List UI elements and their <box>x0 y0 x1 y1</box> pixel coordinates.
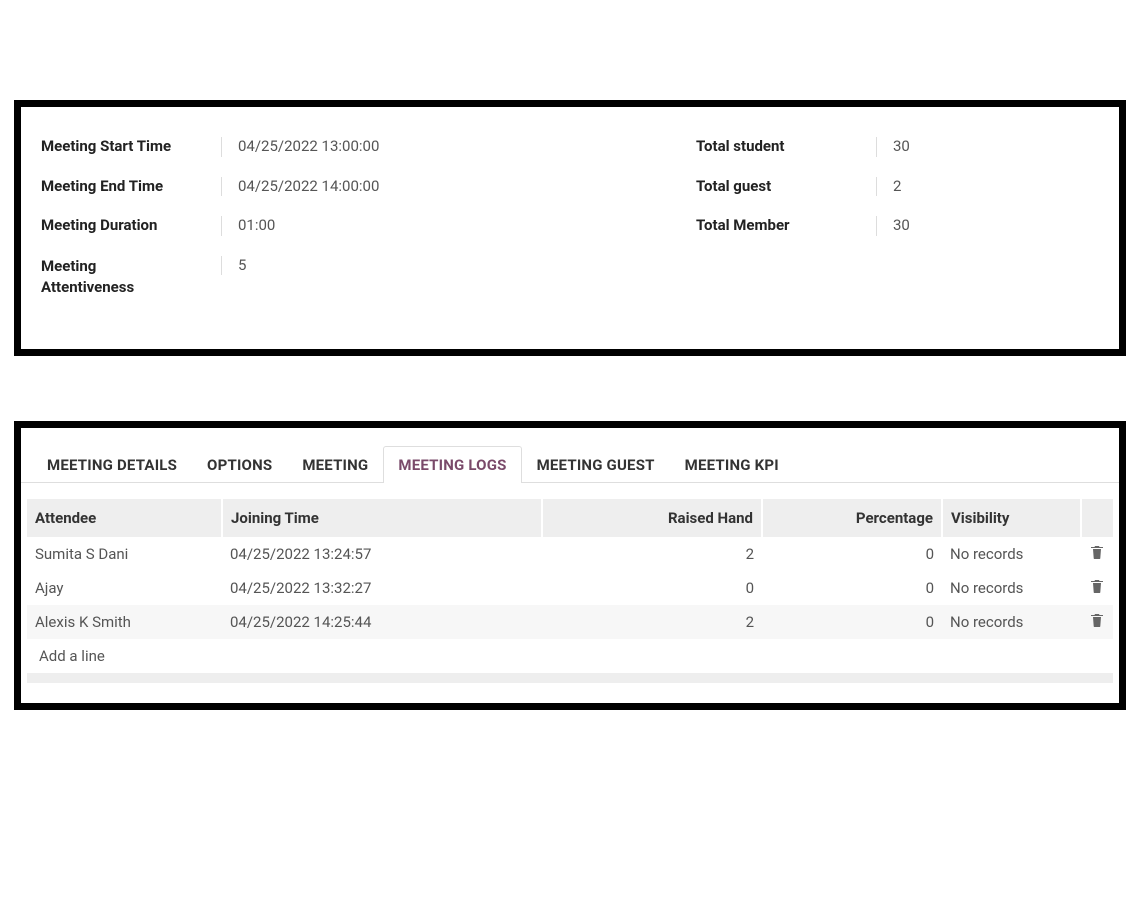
cell-attendee: Alexis K Smith <box>27 605 222 639</box>
trash-icon[interactable] <box>1090 544 1104 560</box>
summary-left-column: Meeting Start Time 04/25/2022 13:00:00 M… <box>41 137 696 299</box>
col-joining-time-header[interactable]: Joining Time <box>222 499 542 537</box>
cell-visibility: No records <box>942 537 1081 571</box>
meeting-start-time-row: Meeting Start Time 04/25/2022 13:00:00 <box>41 137 696 157</box>
meeting-end-time-row: Meeting End Time 04/25/2022 14:00:00 <box>41 177 696 197</box>
table-footer-strip <box>27 673 1113 683</box>
table-row[interactable]: Alexis K Smith 04/25/2022 14:25:44 2 0 N… <box>27 605 1113 639</box>
cell-percentage: 0 <box>762 571 942 605</box>
tab-meeting-guest[interactable]: MEETING GUEST <box>522 446 670 483</box>
cell-visibility: No records <box>942 605 1081 639</box>
summary-right-column: Total student 30 Total guest 2 Total Mem… <box>696 137 1099 299</box>
cell-raised-hand: 2 <box>542 605 762 639</box>
meeting-summary-panel: Meeting Start Time 04/25/2022 13:00:00 M… <box>14 100 1126 356</box>
tab-meeting-details[interactable]: MEETING DETAILS <box>32 446 192 483</box>
meeting-start-time-label: Meeting Start Time <box>41 137 221 155</box>
total-guest-value: 2 <box>876 177 1099 197</box>
meeting-start-time-value: 04/25/2022 13:00:00 <box>221 137 696 157</box>
total-student-row: Total student 30 <box>696 137 1099 157</box>
meeting-duration-label: Meeting Duration <box>41 216 221 234</box>
meeting-attentiveness-value: 5 <box>221 256 696 276</box>
trash-icon[interactable] <box>1090 612 1104 628</box>
total-member-value: 30 <box>876 216 1099 236</box>
col-attendee-header[interactable]: Attendee <box>27 499 222 537</box>
logs-table-body: Sumita S Dani 04/25/2022 13:24:57 2 0 No… <box>27 537 1113 639</box>
meeting-attentiveness-row: Meeting Attentiveness 5 <box>41 256 696 300</box>
cell-raised-hand: 0 <box>542 571 762 605</box>
cell-attendee: Sumita S Dani <box>27 537 222 571</box>
total-guest-label: Total guest <box>696 177 876 195</box>
cell-delete <box>1081 571 1113 605</box>
tab-meeting-logs[interactable]: MEETING LOGS <box>383 446 521 483</box>
tab-bar: MEETING DETAILS OPTIONS MEETING MEETING … <box>21 446 1119 483</box>
total-member-label: Total Member <box>696 216 876 234</box>
table-row[interactable]: Sumita S Dani 04/25/2022 13:24:57 2 0 No… <box>27 537 1113 571</box>
cell-joining-time: 04/25/2022 14:25:44 <box>222 605 542 639</box>
meeting-duration-value: 01:00 <box>221 216 696 236</box>
meeting-duration-row: Meeting Duration 01:00 <box>41 216 696 236</box>
cell-percentage: 0 <box>762 537 942 571</box>
tab-options[interactable]: OPTIONS <box>192 446 287 483</box>
cell-percentage: 0 <box>762 605 942 639</box>
cell-delete <box>1081 537 1113 571</box>
summary-grid: Meeting Start Time 04/25/2022 13:00:00 M… <box>41 137 1099 299</box>
total-student-label: Total student <box>696 137 876 155</box>
meeting-end-time-label: Meeting End Time <box>41 177 221 195</box>
table-header-row: Attendee Joining Time Raised Hand Percen… <box>27 499 1113 537</box>
add-line-button[interactable]: Add a line <box>27 639 1113 673</box>
tab-meeting[interactable]: MEETING <box>287 446 383 483</box>
cell-attendee: Ajay <box>27 571 222 605</box>
cell-raised-hand: 2 <box>542 537 762 571</box>
meeting-logs-panel: MEETING DETAILS OPTIONS MEETING MEETING … <box>14 421 1126 710</box>
logs-table: Attendee Joining Time Raised Hand Percen… <box>27 499 1113 639</box>
table-row[interactable]: Ajay 04/25/2022 13:32:27 0 0 No records <box>27 571 1113 605</box>
col-percentage-header[interactable]: Percentage <box>762 499 942 537</box>
cell-joining-time: 04/25/2022 13:24:57 <box>222 537 542 571</box>
total-student-value: 30 <box>876 137 1099 157</box>
cell-joining-time: 04/25/2022 13:32:27 <box>222 571 542 605</box>
meeting-attentiveness-label: Meeting Attentiveness <box>41 256 131 300</box>
col-actions-header <box>1081 499 1113 537</box>
col-visibility-header[interactable]: Visibility <box>942 499 1081 537</box>
logs-table-wrap: Attendee Joining Time Raised Hand Percen… <box>21 499 1119 673</box>
meeting-end-time-value: 04/25/2022 14:00:00 <box>221 177 696 197</box>
trash-icon[interactable] <box>1090 578 1104 594</box>
tab-meeting-kpi[interactable]: MEETING KPI <box>670 446 794 483</box>
total-guest-row: Total guest 2 <box>696 177 1099 197</box>
cell-visibility: No records <box>942 571 1081 605</box>
col-raised-hand-header[interactable]: Raised Hand <box>542 499 762 537</box>
cell-delete <box>1081 605 1113 639</box>
total-member-row: Total Member 30 <box>696 216 1099 236</box>
